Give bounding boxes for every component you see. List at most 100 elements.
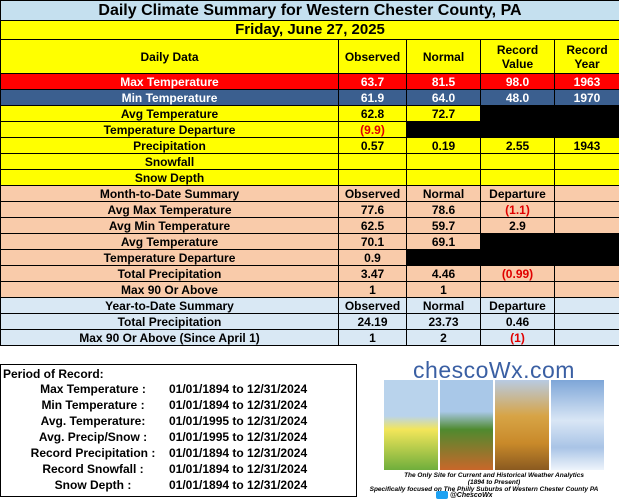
mtd-observed: 62.5: [339, 218, 407, 234]
mtd-normal: 78.6: [407, 202, 481, 218]
avg-temp-observed: 62.8: [339, 106, 407, 122]
ytd-header-row: Year-to-Date Summary Observed Normal Dep…: [1, 298, 619, 314]
mtd-observed: 70.1: [339, 234, 407, 250]
ytd-header-label: Year-to-Date Summary: [1, 298, 339, 314]
ytd-header-normal: Normal: [407, 298, 481, 314]
period-range: 01/01/1995 to 12/31/2024: [169, 414, 307, 428]
list-item: Record Precipitation : 01/01/1894 to 12/3…: [1, 446, 358, 462]
period-label: Snow Depth :: [23, 478, 163, 492]
snow-depth-row: Snow Depth: [1, 170, 619, 186]
ytd-normal: 2: [407, 330, 481, 346]
summer-panel: [439, 379, 495, 471]
twitter-handle: @ChescoWx: [450, 492, 493, 499]
blank-cell: [407, 122, 481, 138]
list-item: Max Temperature :01/01/1894 to 12/31/202…: [1, 382, 358, 398]
winter-panel: [550, 379, 606, 471]
daily-header-observed: Observed: [339, 40, 407, 74]
table-row: Temperature Departure 0.9: [1, 250, 619, 266]
daily-header-record-year: Record Year: [555, 40, 619, 74]
mtd-label: Avg Temperature: [1, 234, 339, 250]
ytd-label: Total Precipitation: [1, 314, 339, 330]
precip-label: Precipitation: [1, 138, 339, 154]
mtd-header-normal: Normal: [407, 186, 481, 202]
snowfall-row: Snowfall: [1, 154, 619, 170]
table-row: Avg Temperature 70.1 69.1: [1, 234, 619, 250]
period-of-record: Period of Record: Max Temperature :01/01…: [0, 364, 357, 497]
season-panels: [383, 379, 605, 471]
mtd-label: Temperature Departure: [1, 250, 339, 266]
mtd-label: Avg Min Temperature: [1, 218, 339, 234]
mtd-normal: 69.1: [407, 234, 481, 250]
max-temp-observed: 63.7: [339, 74, 407, 90]
mtd-normal: 4.46: [407, 266, 481, 282]
period-range: 01/01/1894 to 12/31/2024: [169, 398, 307, 412]
avg-temp-label: Avg Temperature: [1, 106, 339, 122]
period-title: Period of Record:: [3, 367, 104, 381]
list-item: Snow Depth : 01/01/1894 to 12/31/2024: [1, 478, 358, 494]
period-label: Record Precipitation :: [23, 446, 163, 460]
ytd-label: Max 90 Or Above (Since April 1): [1, 330, 339, 346]
ytd-observed: 24.19: [339, 314, 407, 330]
period-range: 01/01/1894 to 12/31/2024: [169, 478, 307, 492]
mtd-observed: 1: [339, 282, 407, 298]
period-range: 01/01/1894 to 12/31/2024: [169, 446, 307, 460]
period-range: 01/01/1995 to 12/31/2024: [169, 430, 307, 444]
autumn-panel: [494, 379, 550, 471]
max-temp-label: Max Temperature: [1, 74, 339, 90]
table-row: Max 90 Or Above 1 1: [1, 282, 619, 298]
mtd-header-observed: Observed: [339, 186, 407, 202]
avg-temp-normal: 72.7: [407, 106, 481, 122]
mtd-observed: 0.9: [339, 250, 407, 266]
min-temp-record-year: 1970: [555, 90, 619, 106]
ytd-header-observed: Observed: [339, 298, 407, 314]
period-label: Avg. Temperature:: [23, 414, 163, 428]
daily-header-record-value: Record Value: [481, 40, 555, 74]
precip-normal: 0.19: [407, 138, 481, 154]
table-row: Avg Max Temperature 77.6 78.6 (1.1): [1, 202, 619, 218]
climate-summary-table: Daily Climate Summary for Western Cheste…: [0, 0, 619, 346]
blank-cell: [407, 250, 619, 266]
blank-cell: [481, 234, 619, 250]
tagline-2: (1894 to Present): [369, 479, 619, 486]
twitter-icon: [436, 491, 448, 499]
mtd-label: Avg Max Temperature: [1, 202, 339, 218]
mtd-departure: (1.1): [481, 202, 555, 218]
twitter-handle-row: @ChescoWx: [436, 491, 493, 499]
mtd-label: Max 90 Or Above: [1, 282, 339, 298]
precip-record: 2.55: [481, 138, 555, 154]
table-row: Max 90 Or Above (Since April 1) 1 2 (1): [1, 330, 619, 346]
list-item: Min Temperature : 01/01/1894 to 12/31/202…: [1, 398, 358, 414]
snow-depth-label: Snow Depth: [1, 170, 339, 186]
daily-header-row: Daily Data Observed Normal Record Value …: [1, 40, 619, 74]
max-temp-normal: 81.5: [407, 74, 481, 90]
spring-panel: [383, 379, 439, 471]
period-range: 01/01/1894 to 12/31/2024: [169, 462, 307, 476]
min-temp-label: Min Temperature: [1, 90, 339, 106]
min-temp-observed: 61.9: [339, 90, 407, 106]
ytd-observed: 1: [339, 330, 407, 346]
mtd-header-departure: Departure: [481, 186, 555, 202]
min-temp-row: Min Temperature 61.9 64.0 48.0 1970: [1, 90, 619, 106]
mtd-normal: 1: [407, 282, 481, 298]
period-range: 01/01/1894 to 12/31/2024: [169, 382, 307, 396]
table-row: Total Precipitation 3.47 4.46 (0.99): [1, 266, 619, 282]
max-temp-record-year: 1963: [555, 74, 619, 90]
ytd-departure: (1): [481, 330, 555, 346]
ytd-header-departure: Departure: [481, 298, 555, 314]
mtd-departure: (0.99): [481, 266, 555, 282]
mtd-normal: 59.7: [407, 218, 481, 234]
table-row: Total Precipitation 24.19 23.73 0.46: [1, 314, 619, 330]
daily-header-normal: Normal: [407, 40, 481, 74]
mtd-label: Total Precipitation: [1, 266, 339, 282]
chescowx-logo: chescoWx.com The Only Site for Current a…: [369, 357, 619, 497]
period-label: Avg. Precip/Snow :: [23, 430, 163, 444]
list-item: Avg. Precip/Snow : 01/01/1995 to 12/31/20…: [1, 430, 358, 446]
page-title: Daily Climate Summary for Western Cheste…: [1, 1, 619, 21]
mtd-departure: 2.9: [481, 218, 555, 234]
temp-departure-observed: (9.9): [339, 122, 407, 138]
period-label: Min Temperature :: [23, 398, 163, 412]
mtd-header-row: Month-to-Date Summary Observed Normal De…: [1, 186, 619, 202]
max-temp-row: Max Temperature 63.7 81.5 98.0 1963: [1, 74, 619, 90]
temp-departure-label: Temperature Departure: [1, 122, 339, 138]
report-date: Friday, June 27, 2025: [1, 21, 619, 40]
